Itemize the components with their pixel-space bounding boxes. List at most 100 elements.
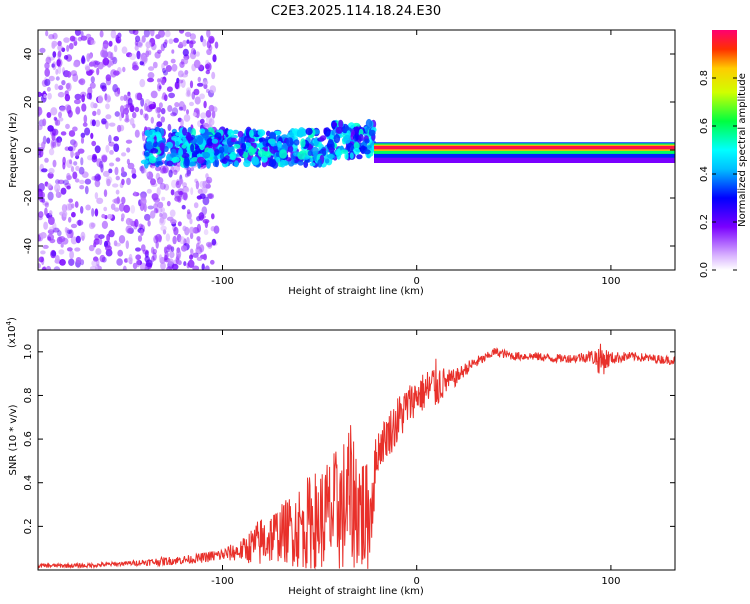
heatmap-cell-482 (150, 30, 155, 37)
heatmap-cell-68 (88, 244, 95, 252)
heatmap-cell-483 (190, 47, 196, 55)
heatmap-cell-562 (196, 236, 201, 242)
heatmap-cell-589 (80, 56, 86, 65)
heatmap-cell-296 (48, 148, 55, 156)
heatmap-cell-170 (201, 186, 208, 194)
heatmap-cell-1531 (248, 146, 256, 156)
heatmap-cell-1521 (243, 160, 251, 168)
heatmap-cell-670 (108, 168, 113, 174)
heatmap-cell-578 (127, 227, 133, 234)
heatmap-cell-487 (95, 248, 102, 255)
heatmap-cell-625 (96, 174, 102, 181)
heatmap-cell-239 (180, 79, 186, 88)
heatmap-cell-852 (62, 156, 66, 166)
heatmap-cell-47 (150, 116, 154, 124)
heatmap-cell-512 (52, 227, 60, 233)
heatmap-cell-1466 (327, 139, 334, 145)
heatmap-cell-311 (94, 145, 101, 154)
heatmap-cell-520 (81, 94, 85, 103)
heatmap-cell-4 (84, 178, 92, 185)
heatmap-cell-1576 (248, 137, 255, 143)
heatmap-cell-871 (208, 123, 212, 128)
heatmap-cell-781 (202, 180, 207, 188)
heatmap-cell-762 (74, 93, 82, 100)
heatmap-cell-889 (42, 266, 47, 270)
heatmap-cell-1592 (331, 122, 338, 128)
heatmap-cell-258 (59, 106, 66, 112)
heatmap-cell-41 (70, 236, 78, 245)
heatmap-cell-270 (202, 80, 209, 85)
spectrogram-xtick-label-1: 0 (414, 276, 420, 287)
heatmap-cell-363 (48, 216, 55, 225)
heatmap-cell-880 (203, 122, 209, 128)
heatmap-cell-344 (85, 204, 91, 211)
heatmap-cell-813 (197, 82, 204, 87)
heatmap-cell-883 (64, 226, 68, 233)
heatmap-cell-779 (44, 157, 49, 163)
heatmap-cell-453 (155, 233, 162, 242)
colorbar-label: Normalized spectral amplitude (737, 73, 748, 227)
snr-scale-label: (x104) (5, 317, 18, 348)
heatmap-cell-581 (107, 213, 113, 220)
heatmap-cell-388 (91, 208, 95, 217)
heatmap-cell-706 (150, 90, 158, 99)
heatmap-cell-1584 (202, 151, 211, 159)
heatmap-cell-1528 (275, 156, 281, 163)
heatmap-cell-504 (204, 63, 210, 69)
heatmap-cell-119 (107, 95, 111, 103)
heatmap-cell-808 (164, 251, 169, 259)
heatmap-cell-321 (43, 221, 48, 230)
heatmap-cell-1594 (211, 138, 219, 144)
heatmap-cell-802 (195, 180, 200, 190)
heatmap-cell-398 (57, 179, 65, 185)
heatmap-cell-1316 (307, 134, 314, 139)
heatmap-cell-214 (184, 31, 192, 38)
heatmap-cell-39 (135, 247, 141, 252)
heatmap-cell-265 (164, 39, 168, 45)
heatmap-cell-201 (182, 40, 187, 47)
heatmap-cell-572 (114, 242, 121, 247)
heatmap-cell-215 (59, 259, 66, 266)
heatmap-cell-786 (116, 124, 122, 133)
heatmap-cell-638 (48, 167, 55, 175)
figure-title: C2E3.2025.114.18.24.E30 (271, 4, 441, 19)
heatmap-cell-503 (39, 47, 46, 54)
heatmap-cell-546 (57, 40, 62, 47)
heatmap-cell-650 (159, 216, 164, 224)
heatmap-cell-563 (74, 201, 79, 208)
heatmap-cell-886 (211, 238, 217, 246)
heatmap-cell-42 (92, 60, 99, 68)
heatmap-cell-545 (71, 211, 76, 218)
heatmap-cell-1392 (206, 159, 211, 169)
heatmap-cell-826 (75, 257, 82, 264)
heatmap-cell-645 (154, 201, 159, 206)
heatmap-cell-1580 (319, 135, 327, 141)
heatmap-cell-1384 (364, 138, 370, 144)
heatmap-cell-303 (152, 61, 158, 69)
heatmap-cell-440 (199, 244, 205, 253)
heatmap-cell-710 (105, 176, 113, 184)
heatmap-cell-568 (203, 100, 207, 109)
heatmap-cell-446 (121, 152, 127, 157)
colorbar-tick-label-3: 0.6 (699, 118, 710, 134)
heatmap-cell-256 (60, 243, 64, 248)
heatmap-cell-577 (65, 123, 70, 130)
heatmap-cell-725 (84, 185, 89, 195)
heatmap-cell-1598 (358, 134, 364, 142)
heatmap-cell-1472 (365, 118, 373, 129)
heatmap-cell-364 (124, 118, 130, 123)
heatmap-cell-33 (160, 116, 165, 123)
heatmap-cell-1214 (191, 127, 197, 137)
heatmap-cell-794 (115, 36, 122, 44)
heatmap-cell-89 (148, 66, 155, 71)
snr-frame (37, 329, 676, 571)
heatmap-cell-199 (192, 265, 200, 270)
heatmap-cell-290 (81, 103, 87, 112)
heatmap-cell-767 (173, 226, 179, 236)
heatmap-cell-844 (161, 78, 166, 86)
heatmap-cell-294 (86, 92, 92, 100)
heatmap-cell-763 (52, 141, 57, 149)
heatmap-cell-864 (183, 261, 187, 267)
heatmap-cell-806 (186, 237, 190, 246)
heatmap-cell-313 (132, 262, 138, 270)
